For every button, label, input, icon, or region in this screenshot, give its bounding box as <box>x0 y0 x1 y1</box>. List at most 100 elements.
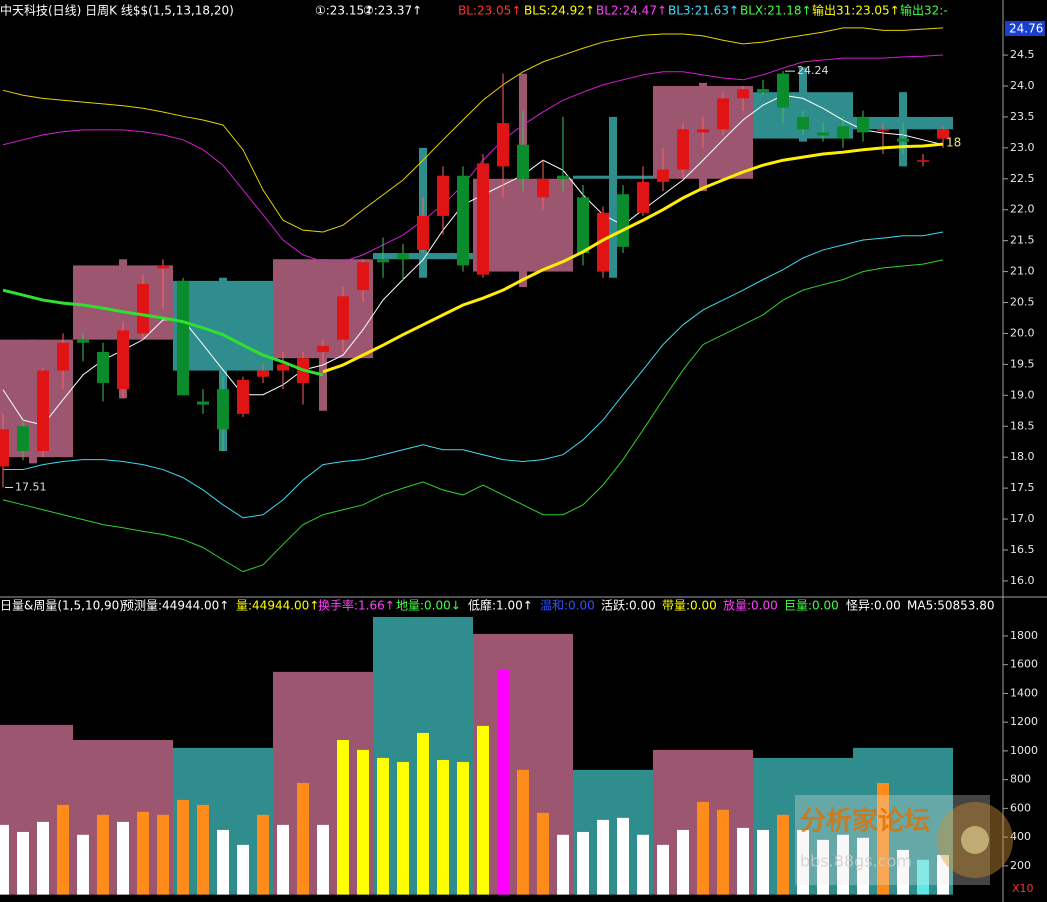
volume-bar <box>317 824 329 895</box>
candle-body <box>517 144 529 179</box>
volume-bar <box>477 725 489 895</box>
volume-bar <box>357 749 369 895</box>
candle-body <box>357 262 369 291</box>
y-tick-label: 20.0 <box>1010 326 1035 339</box>
volume-bar <box>297 782 309 895</box>
candle-body <box>77 339 89 343</box>
watermark-bg <box>795 795 990 885</box>
volume-bar <box>857 837 869 895</box>
candle-body <box>457 175 469 266</box>
candle-body <box>157 265 169 269</box>
volume-bar <box>337 739 349 895</box>
volume-bar <box>437 759 449 895</box>
indicator-line <box>2 259 944 573</box>
weekly-body <box>573 175 653 179</box>
y-tick-label: 18.5 <box>1010 419 1035 432</box>
indicator-label: BL2:24.47↑ <box>596 4 667 18</box>
volume-bar <box>637 834 649 895</box>
candle-body <box>857 116 869 133</box>
background-layer <box>0 67 953 895</box>
volume-bar <box>737 827 749 895</box>
watermark-icon-center <box>961 826 989 854</box>
indicator-line <box>2 54 944 263</box>
indicator-label: 量:44944.00↑ <box>236 599 319 613</box>
candle-body <box>57 342 69 371</box>
candle-body <box>717 98 729 130</box>
indicator-label: 怪异:0.00 <box>846 599 901 613</box>
y-tick-label: 400 <box>1010 830 1031 843</box>
high-label: 24.24 <box>797 64 829 77</box>
candle-body <box>137 283 149 334</box>
indicator-label: BLS:24.92↑ <box>524 4 595 18</box>
candle-body <box>897 138 909 142</box>
indicator-line <box>3 231 944 519</box>
indicator-label: 巨量:0.00 <box>784 599 839 613</box>
volume-bar <box>657 844 669 895</box>
y-tick-label: 1200 <box>1010 715 1038 728</box>
volume-bar <box>117 821 129 895</box>
y-tick-label: 19.0 <box>1010 388 1035 401</box>
volume-bar <box>37 821 49 895</box>
volume-bar <box>417 732 429 895</box>
y-tick-label: 200 <box>1010 859 1031 872</box>
candle-body <box>557 175 569 179</box>
cursor-price-box <box>1005 21 1045 36</box>
y-tick-label: 22.0 <box>1010 203 1035 216</box>
candle-body <box>637 181 649 213</box>
weekly-body <box>473 178 573 272</box>
candle-body <box>497 123 509 167</box>
volume-bar <box>377 757 389 895</box>
volume-bar <box>937 854 949 895</box>
volume-bar <box>897 849 909 895</box>
y-tick-label: 1800 <box>1010 629 1038 642</box>
candle-body <box>437 175 449 216</box>
candle-body <box>757 89 769 93</box>
volume-bar <box>497 669 509 895</box>
y-tick-label: 1000 <box>1010 744 1038 757</box>
watermark: 分析家论坛 bbs.88gs.com <box>795 795 1013 885</box>
y-tick-label: 1400 <box>1010 686 1038 699</box>
y-tick-label: 18.0 <box>1010 450 1035 463</box>
indicator-label: 预测量:44944.00↑ <box>122 599 229 613</box>
indicator-label: 输出32:- <box>900 3 948 18</box>
y-tick-label: 600 <box>1010 801 1031 814</box>
candle-body <box>197 401 209 405</box>
y-tick-label: 20.5 <box>1010 296 1035 309</box>
volume-bar <box>757 829 769 895</box>
y-tick-label: 17.0 <box>1010 512 1035 525</box>
volume-bar <box>877 782 889 895</box>
candle-body <box>417 215 429 250</box>
candle-body <box>817 132 829 136</box>
watermark-title: 分析家论坛 <box>800 806 930 837</box>
volume-bar <box>397 761 409 895</box>
candle-body <box>17 426 29 451</box>
volume-bar <box>717 809 729 895</box>
candle-body <box>917 160 929 162</box>
candle-body <box>737 89 749 99</box>
volume-bar <box>137 811 149 895</box>
y-tick-label: 23.5 <box>1010 110 1035 123</box>
volume-bar <box>217 829 229 895</box>
candle-body <box>0 429 9 467</box>
y-tick-label: 23.0 <box>1010 141 1035 154</box>
low-label: 17.51 <box>15 480 47 493</box>
volume-bar <box>257 814 269 895</box>
candle-body <box>237 379 249 414</box>
y-tick-label: 24.0 <box>1010 79 1035 92</box>
volume-bar <box>157 814 169 895</box>
volume-bar <box>197 804 209 895</box>
candle-body <box>577 197 589 254</box>
indicator-line <box>2 288 324 377</box>
indicator-label: 活跃:0.00 <box>601 599 656 613</box>
indicator-line <box>322 142 944 374</box>
volume-bar <box>617 817 629 895</box>
volume-bar <box>677 829 689 895</box>
candle-body <box>697 129 709 133</box>
indicator-label: 低靡:1.00↑ <box>468 598 533 613</box>
volume-bar <box>0 824 9 895</box>
y-tick-label: 17.5 <box>1010 481 1035 494</box>
y-tick-label: 21.5 <box>1010 234 1035 247</box>
volume-bar <box>797 829 809 895</box>
candle-body <box>317 345 329 353</box>
